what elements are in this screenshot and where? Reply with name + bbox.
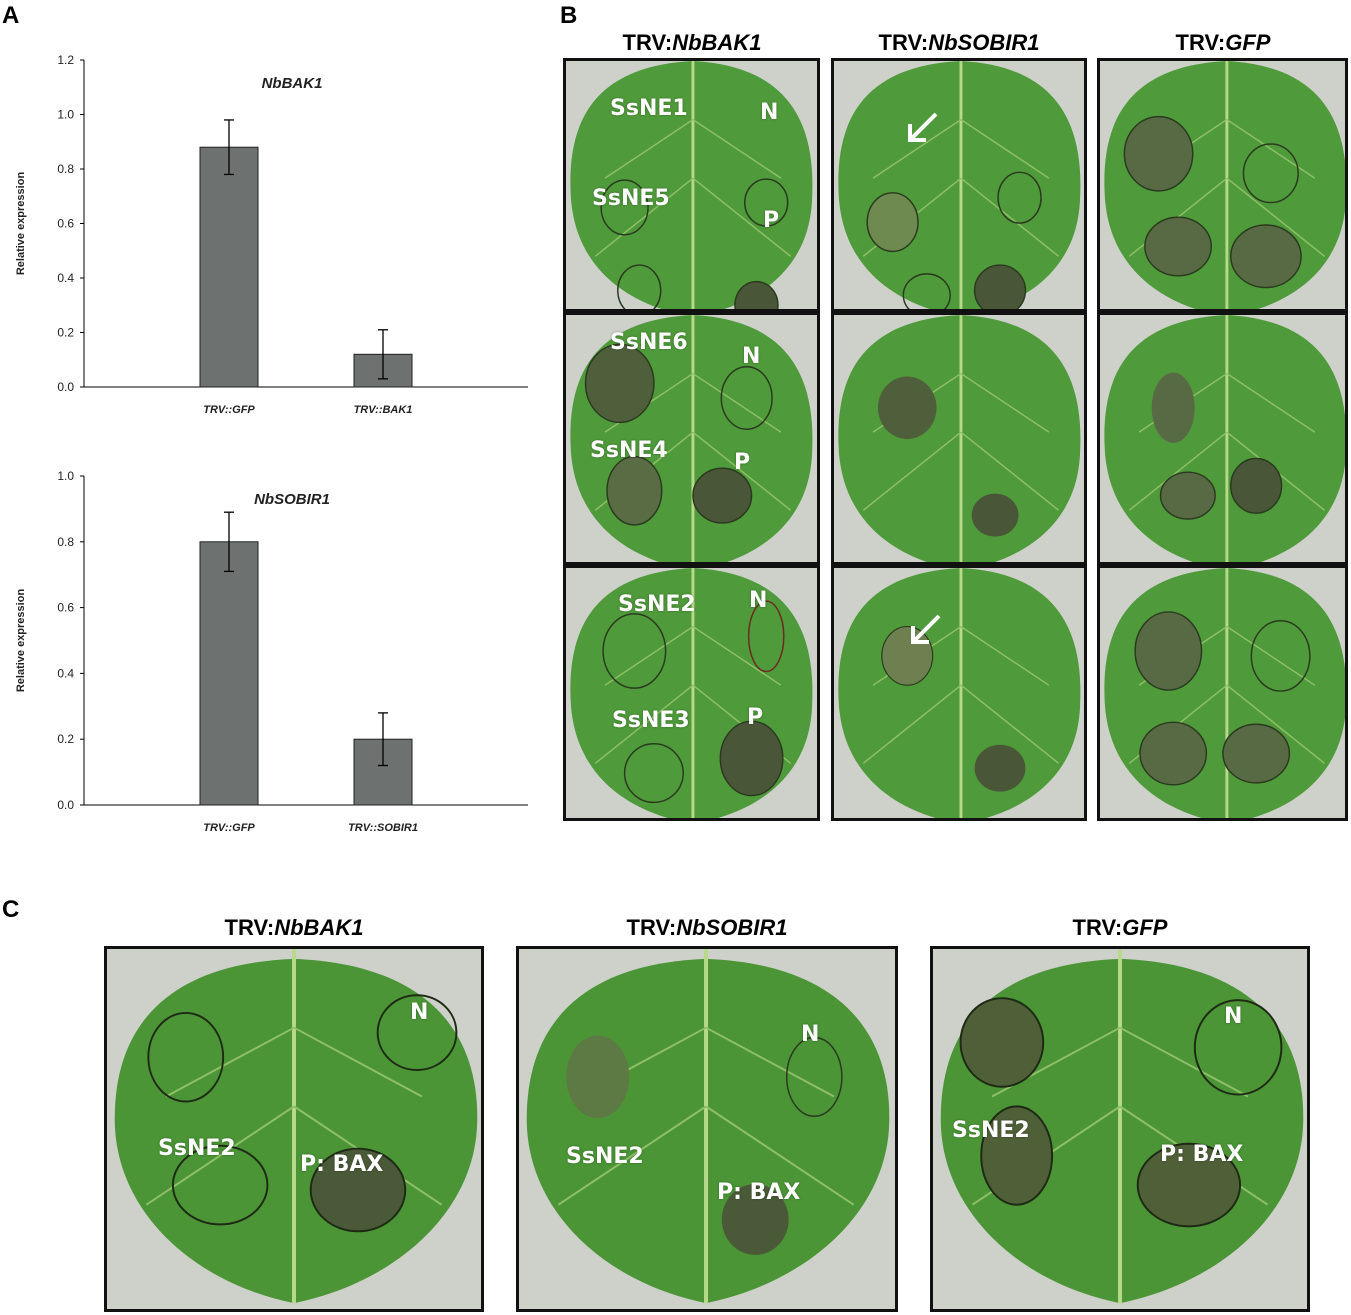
b-label-r1-a: SsNE1 (610, 96, 688, 121)
c-label-nbbak1-sample: SsNE2 (158, 1136, 236, 1161)
c-label-gfp-p: P: BAX (1160, 1142, 1244, 1167)
y-tick-label: 0.6 (57, 601, 74, 615)
x-tick-label: TRV::GFP (203, 822, 255, 834)
c-photo-nbsobir1 (516, 946, 898, 1312)
x-tick-label: TRV::SOBIR1 (348, 822, 418, 834)
y-tick-label: 0.4 (57, 666, 74, 680)
b-label-r1-p: P (763, 208, 780, 233)
y-tick-label: 1.0 (57, 108, 74, 122)
panel-letter-b: B (560, 2, 578, 29)
c-label-gfp-n: N (1224, 1004, 1243, 1029)
b-photo-nbbak1-row2 (563, 312, 820, 565)
b-label-r2-p: P (734, 450, 751, 475)
b-photo-nbbak1-row1 (563, 58, 820, 312)
x-tick-label: TRV::BAK1 (354, 404, 413, 416)
c-label-nbsobir1-sample: SsNE2 (566, 1144, 644, 1169)
b-photo-gfp-row3 (1097, 565, 1348, 821)
c-col-title-nbbak1: TRV:NbBAK1 (224, 915, 364, 940)
c-label-nbsobir1-n: N (801, 1022, 820, 1047)
b-photo-gfp-row2 (1097, 312, 1348, 565)
chart-title: NbBAK1 (262, 75, 323, 92)
b-label-r1-b: SsNE5 (592, 186, 670, 211)
panel-letter-a: A (2, 2, 20, 29)
b-label-r3-a: SsNE2 (618, 592, 696, 617)
c-photo-gfp (930, 946, 1310, 1312)
arrow-icon (911, 614, 941, 644)
y-tick-label: 0.2 (57, 732, 74, 746)
b-col-title-nbbak1: TRV:NbBAK1 (622, 30, 762, 55)
y-tick-label: 0.2 (57, 326, 74, 340)
y-tick-label: 0.0 (57, 380, 74, 394)
bar-chart-nbbak1: 0.0 0.2 0.4 0.6 0.8 1.0 1.2 Relative expression… (0, 40, 560, 420)
b-photo-nbsobir1-row2 (831, 312, 1087, 565)
arrow-icon (908, 112, 938, 142)
bar (199, 541, 259, 806)
b-photo-gfp-row1 (1097, 58, 1348, 312)
y-tick-label: 0.6 (57, 217, 74, 231)
chart-svg: 0.0 0.2 0.4 0.6 0.8 1.0 1.2 Relative expression… (15, 53, 528, 416)
c-col-title-gfp: TRV:GFP (1072, 915, 1168, 940)
c-label-nbbak1-n: N (410, 1000, 429, 1025)
bar-chart-nbsobir1: 0.0 0.2 0.4 0.6 0.8 1.0 Relative expression NbS… (0, 460, 560, 850)
b-photo-nbsobir1-row1 (831, 58, 1087, 312)
b-col-title-nbsobir1: TRV:NbSOBIR1 (878, 30, 1040, 55)
c-label-nbbak1-p: P: BAX (300, 1152, 384, 1177)
bar (199, 146, 259, 388)
y-tick-label: 1.2 (57, 53, 74, 67)
y-tick-label: 0.8 (57, 535, 74, 549)
y-axis-label: Relative expression (15, 589, 27, 693)
b-photo-nbbak1-row3 (563, 565, 820, 821)
x-tick-label: TRV::GFP (203, 404, 255, 416)
y-axis-label: Relative expression (15, 172, 27, 276)
b-col-title-gfp: TRV:GFP (1175, 30, 1271, 55)
c-col-title-nbsobir1: TRV:NbSOBIR1 (626, 915, 788, 940)
y-tick-label: 0.0 (57, 798, 74, 812)
b-photo-nbsobir1-row3 (831, 565, 1087, 821)
y-tick-label: 0.4 (57, 271, 74, 285)
panel-letter-c: C (2, 896, 20, 923)
b-label-r2-n: N (742, 344, 761, 369)
b-label-r2-a: SsNE6 (610, 330, 688, 355)
y-tick-label: 1.0 (57, 469, 74, 483)
c-label-nbsobir1-p: P: BAX (717, 1180, 801, 1205)
b-label-r1-n: N (760, 100, 779, 125)
b-label-r3-b: SsNE3 (612, 708, 690, 733)
c-photo-nbbak1 (104, 946, 484, 1312)
b-label-r3-p: P (747, 705, 764, 730)
c-label-gfp-sample: SsNE2 (952, 1118, 1030, 1143)
y-tick-label: 0.8 (57, 162, 74, 176)
chart-svg: 0.0 0.2 0.4 0.6 0.8 1.0 Relative expression NbS… (15, 469, 528, 834)
b-label-r3-n: N (749, 588, 768, 613)
b-label-r2-b: SsNE4 (590, 438, 668, 463)
chart-title: NbSOBIR1 (254, 491, 330, 508)
